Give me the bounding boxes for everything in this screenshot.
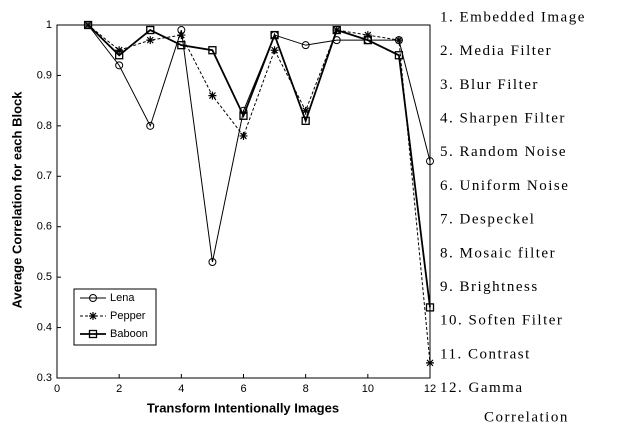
legend-box <box>73 288 157 346</box>
marker <box>146 36 155 45</box>
marker <box>301 106 310 115</box>
marker <box>177 31 186 40</box>
marker <box>208 258 217 267</box>
legend-label: Lena <box>110 292 135 304</box>
marker <box>425 303 435 312</box>
marker <box>394 51 404 60</box>
side-list-item: 1. Embedded Image <box>440 9 586 25</box>
legend-marker <box>89 312 97 320</box>
series-line <box>87 24 431 308</box>
marker <box>270 30 279 40</box>
side-list-item: 10. Soften Filter <box>440 313 563 329</box>
side-list-item: 2. Media Filter <box>440 43 552 59</box>
y-tick-label: 0.5 <box>37 271 52 283</box>
y-tick-label: 0.7 <box>37 170 52 182</box>
side-list-item: 8. Mosaic filter <box>440 245 556 261</box>
side-list-item: 4. Sharpen Filter <box>440 111 566 127</box>
marker <box>84 21 93 29</box>
series-line <box>87 24 431 263</box>
side-list-item: 3. Blur Filter <box>440 77 539 93</box>
marker <box>239 111 248 120</box>
legend-marker <box>89 294 97 302</box>
y-tick-label: 0.3 <box>37 372 52 384</box>
x-tick-label: 2 <box>116 383 122 395</box>
marker <box>363 31 372 40</box>
side-caption: Correlation <box>484 409 569 423</box>
x-tick-label: 8 <box>303 383 309 395</box>
legend-label: Baboon <box>110 328 148 340</box>
marker <box>146 121 155 130</box>
marker <box>270 46 279 55</box>
y-axis-label: Average Correlation for each Block <box>9 91 24 309</box>
marker <box>115 46 124 55</box>
side-list-item: 11. Contrast <box>440 346 531 362</box>
marker <box>301 116 310 125</box>
marker <box>177 41 186 50</box>
side-list-item: 12. Gamma <box>440 380 523 396</box>
marker <box>208 91 217 100</box>
marker <box>301 41 310 50</box>
x-tick-label: 6 <box>240 383 246 395</box>
marker <box>83 20 93 30</box>
x-axis-label: Transform Intentionally Images <box>147 400 339 415</box>
side-list-item: 7. Despeckel <box>440 212 535 228</box>
marker <box>363 35 372 45</box>
x-tick-label: 0 <box>54 383 60 395</box>
marker <box>426 358 434 367</box>
marker <box>115 51 124 60</box>
x-tick-label: 12 <box>424 383 436 395</box>
y-tick-label: 0.6 <box>37 221 52 233</box>
x-tick-label: 10 <box>362 383 374 395</box>
marker <box>115 61 124 70</box>
marker <box>426 157 434 166</box>
marker <box>332 25 341 35</box>
legend-marker <box>88 329 98 339</box>
y-tick-label: 0.9 <box>37 69 52 81</box>
side-list-item: 9. Brightness <box>440 279 539 295</box>
y-tick-label: 1 <box>46 19 52 31</box>
series-line <box>87 24 431 363</box>
y-tick-label: 0.8 <box>37 120 52 132</box>
x-tick-label: 4 <box>178 383 184 395</box>
marker <box>239 131 248 140</box>
marker <box>146 25 155 35</box>
marker <box>394 36 403 45</box>
legend-label: Pepper <box>110 310 146 322</box>
side-list-item: 6. Uniform Noise <box>440 178 569 194</box>
side-list-item: 5. Random Noise <box>440 144 567 160</box>
y-tick-label: 0.4 <box>37 321 52 333</box>
marker <box>208 46 217 55</box>
